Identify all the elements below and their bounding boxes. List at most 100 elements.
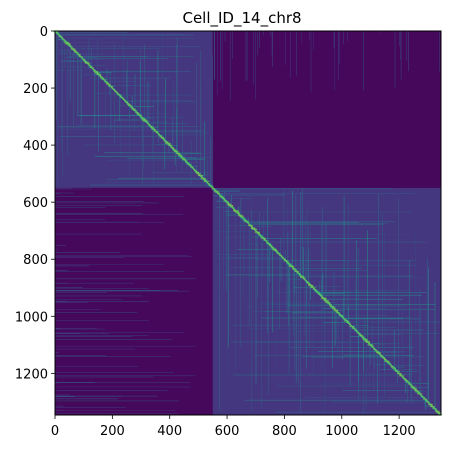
heatmap-streak-h: [177, 153, 202, 154]
heatmap-streak-h: [57, 38, 64, 40]
y-axis: 0 200 400 600 800 1000 1200: [15, 25, 55, 382]
heatmap-streak-v: [322, 273, 324, 298]
heatmap-streak-h: [190, 165, 198, 167]
heatmap-streak-v: [168, 143, 169, 154]
heatmap-streak-v: [109, 71, 111, 86]
heatmap-streak-h: [317, 292, 427, 293]
heatmap-streak-v: [172, 148, 174, 155]
heatmap-streak-h: [318, 292, 345, 294]
heatmap-streak-h: [57, 37, 62, 39]
heatmap-streak-v: [240, 198, 242, 216]
heatmap-block-1: [212, 31, 441, 188]
heatmap-streak-h: [382, 356, 425, 358]
heatmap-streak-v: [118, 94, 120, 121]
heatmap-streak-h: [379, 369, 396, 370]
heatmap-diagonal-line: [54, 30, 442, 416]
heatmap-streak-h: [231, 324, 351, 326]
heatmap-streak-h: [225, 214, 240, 216]
heatmap-streak-h: [334, 309, 436, 311]
heatmap-streak-v: [222, 193, 223, 198]
heatmap-streak-v: [369, 344, 371, 366]
heatmap-streak-h: [289, 347, 374, 348]
heatmap-streak-v: [86, 55, 87, 63]
heatmap-streak-h: [67, 56, 81, 57]
heatmap-streak-v: [77, 53, 79, 117]
heatmap-streak-v: [335, 310, 337, 340]
heatmap-streak-v: [272, 246, 273, 333]
heatmap-streak-h: [219, 194, 285, 196]
heatmap-streak-h: [183, 158, 203, 160]
heatmap-streak-v: [332, 306, 333, 368]
heatmap-streak-v: [420, 306, 421, 395]
heatmap-streak-v: [129, 104, 130, 179]
heatmap-streak-h: [274, 411, 438, 413]
heatmap-streak-v: [349, 324, 351, 386]
heatmap-streak-v: [310, 284, 311, 300]
heatmap-streak-h: [294, 287, 313, 289]
heatmap-streak-v: [143, 118, 144, 169]
y-tick-label: 600: [23, 196, 48, 211]
heatmap-streak-v: [204, 121, 205, 180]
heatmap-streak-v: [337, 312, 339, 360]
heatmap-streak-h: [300, 316, 343, 318]
heatmap-streak-h: [426, 405, 432, 407]
heatmap-streak-v: [434, 282, 436, 409]
heatmap-streak-h: [320, 294, 422, 296]
heatmap-streak-h: [83, 74, 99, 76]
heatmap-streak-h: [223, 198, 253, 200]
heatmap-streak-h: [413, 387, 430, 388]
heatmap-streak-h: [287, 305, 331, 307]
heatmap-streak-h: [416, 390, 426, 392]
heatmap-streak-v: [365, 340, 367, 410]
heatmap-streak-v: [292, 190, 293, 267]
heatmap-streak-h: [79, 115, 140, 116]
heatmap-streak-h: [95, 70, 175, 72]
heatmap-streak-v: [321, 296, 323, 370]
heatmap-streak-h: [347, 321, 440, 323]
heatmap-streak-h: [251, 226, 271, 227]
heatmap-streak-h: [102, 77, 170, 79]
heatmap-streak-v: [157, 50, 159, 134]
heatmap-streak-h: [94, 155, 181, 157]
heatmap-streak-v: [321, 206, 323, 297]
heatmap-streak-v: [303, 246, 304, 279]
x-tick-label: 1200: [383, 424, 416, 439]
heatmap-streak-v: [383, 358, 385, 371]
heatmap-streak-v: [295, 270, 297, 383]
heatmap-streak-h: [285, 260, 415, 261]
heatmap-streak-h: [350, 325, 370, 326]
heatmap-streak-h: [146, 121, 168, 123]
y-tick-label: 200: [23, 82, 48, 97]
heatmap-streak-h: [71, 54, 79, 56]
heatmap-streak-v: [176, 151, 178, 171]
y-tick-label: 1000: [15, 310, 48, 325]
heatmap-streak-v: [257, 232, 259, 298]
heatmap-streak-v: [60, 32, 61, 37]
heatmap-streak-v: [393, 329, 395, 369]
heatmap-streak-h: [223, 211, 237, 212]
heatmap-streak-h: [59, 135, 161, 137]
heatmap-streak-v: [356, 240, 357, 331]
heatmap-streak-v: [286, 261, 288, 314]
heatmap-streak-v: [424, 399, 426, 403]
heatmap-streak-v: [419, 288, 420, 394]
heatmap-streak-v: [147, 80, 149, 124]
heatmap-streak-h: [381, 355, 414, 356]
heatmap-streak-v: [409, 337, 411, 384]
heatmap-streak-v: [405, 379, 407, 394]
heatmap-streak-v: [248, 223, 250, 326]
heatmap-streak-h: [81, 57, 99, 58]
heatmap-streak-v: [410, 385, 412, 402]
heatmap-streak-v: [131, 95, 133, 108]
heatmap-streak-v: [285, 249, 286, 261]
heatmap-streak-h: [216, 201, 226, 202]
y-tick-label: 1200: [15, 367, 48, 382]
heatmap-streak-h: [130, 106, 154, 107]
x-tick-label: 0: [51, 424, 59, 439]
y-tick-label: 400: [23, 139, 48, 154]
heatmap-streak-v: [305, 280, 307, 370]
heatmap-streak-v: [280, 255, 282, 282]
heatmap-streak-v: [267, 197, 269, 243]
heatmap-streak-v: [300, 274, 301, 412]
